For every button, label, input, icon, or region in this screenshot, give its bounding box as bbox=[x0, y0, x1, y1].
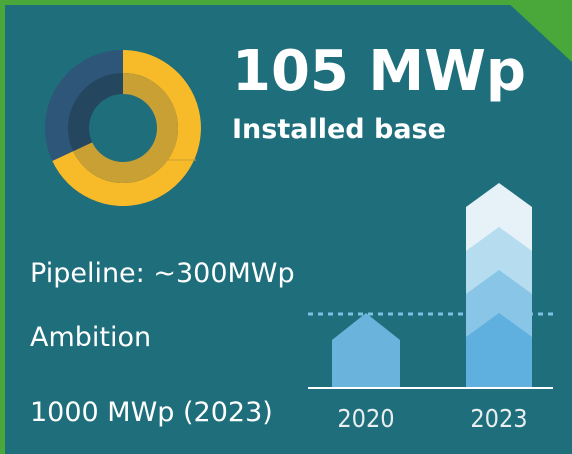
left-border bbox=[0, 0, 5, 454]
headline-value: 105 MWp bbox=[232, 39, 526, 104]
donut bbox=[45, 50, 201, 206]
corner-fold bbox=[505, 0, 572, 62]
year-label: 2023 bbox=[470, 404, 527, 433]
ambition-value: 1000 MWp (2023) bbox=[30, 397, 273, 428]
pipeline: Pipeline: ~300MWp bbox=[30, 258, 295, 289]
bar-2023-segment bbox=[466, 313, 532, 387]
donut-hole bbox=[89, 94, 157, 162]
year-label: 2020 bbox=[337, 404, 394, 433]
top-border bbox=[0, 0, 572, 5]
headline-label: Installed base bbox=[232, 114, 446, 145]
ambition-title: Ambition bbox=[30, 322, 151, 353]
bar-2020 bbox=[332, 313, 400, 387]
